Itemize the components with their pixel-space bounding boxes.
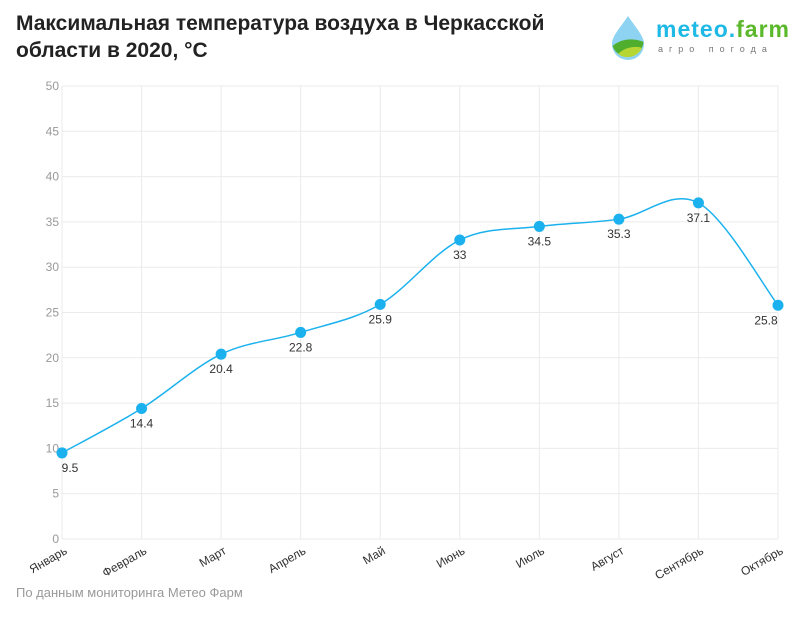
x-tick-label: Апрель: [266, 543, 308, 575]
data-label: 25.9: [369, 312, 393, 326]
y-tick-label: 10: [46, 441, 60, 455]
data-label: 20.4: [209, 362, 233, 376]
data-point: [56, 447, 68, 459]
x-tick-label: Май: [360, 543, 387, 567]
water-drop-icon: [612, 16, 644, 60]
logo-brand: meteo.farm: [656, 16, 790, 42]
data-point: [295, 326, 307, 338]
y-tick-label: 20: [46, 351, 60, 365]
source-note: По данным мониторинга Метео Фарм: [16, 585, 243, 600]
data-label: 35.3: [607, 227, 631, 241]
x-tick-label: Октябрь: [738, 543, 785, 578]
y-tick-label: 35: [46, 215, 60, 229]
y-tick-label: 5: [52, 487, 59, 501]
x-tick-label: Август: [588, 543, 627, 573]
y-tick-label: 0: [52, 532, 59, 546]
data-label: 37.1: [687, 211, 711, 225]
chart-title: Максимальная температура воздуха в Черка…: [16, 12, 545, 62]
y-tick-label: 30: [46, 260, 60, 274]
data-label: 25.8: [754, 313, 778, 327]
data-point: [215, 348, 227, 360]
data-point: [454, 234, 466, 246]
data-label: 9.5: [62, 461, 79, 475]
x-tick-label: Сентябрь: [652, 543, 706, 582]
data-point: [374, 298, 386, 310]
y-tick-label: 40: [46, 170, 60, 184]
data-point: [533, 220, 545, 232]
data-label: 22.8: [289, 340, 313, 354]
x-tick-label: Июль: [513, 543, 547, 570]
data-point: [136, 403, 148, 415]
logo-tagline: агро погода: [658, 44, 773, 54]
y-tick-label: 25: [46, 306, 60, 320]
x-tick-label: Январь: [27, 543, 70, 576]
data-label: 14.4: [130, 417, 154, 431]
y-tick-label: 50: [46, 79, 60, 93]
series-line: [61, 197, 779, 454]
x-tick-label: Март: [197, 543, 229, 570]
logo: meteo.farm агро погода: [608, 14, 798, 64]
data-label: 34.5: [528, 234, 552, 248]
data-point: [613, 213, 625, 225]
y-tick-label: 15: [46, 396, 60, 410]
data-label: 33: [453, 248, 467, 262]
data-point: [772, 299, 784, 311]
y-tick-label: 45: [46, 124, 60, 138]
x-tick-label: Июнь: [434, 543, 467, 570]
data-point: [692, 197, 704, 209]
x-tick-label: Февраль: [100, 543, 149, 580]
